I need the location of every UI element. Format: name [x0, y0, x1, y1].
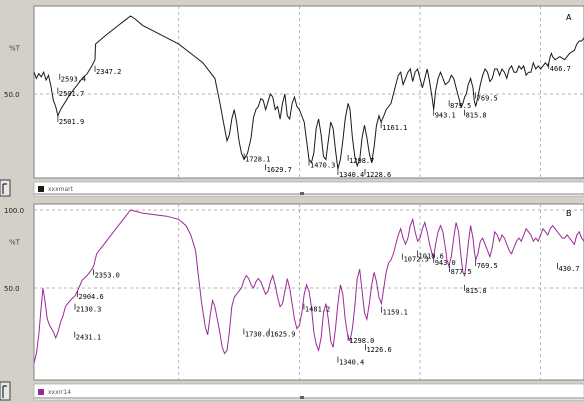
- y-axis-label: %T: [9, 44, 21, 52]
- panel-tag: B: [566, 209, 572, 218]
- legend-swatch: [38, 186, 44, 192]
- plot-area: [33, 5, 584, 179]
- peak-label: 2501.9: [59, 118, 84, 126]
- scrollbar-thumb[interactable]: [300, 396, 304, 399]
- legend-label: xxxmart: [48, 186, 74, 193]
- peak-label: 2130.3: [76, 306, 101, 314]
- peak-label: 1298.7: [349, 157, 374, 165]
- peak-label: 2593.4: [61, 76, 86, 84]
- peak-label: 877.5: [451, 268, 472, 276]
- spectrum-panel-a: 50.0%T2000.01500.01000.0500.01/cm2593.42…: [0, 0, 584, 200]
- peak-label: 1226.6: [366, 346, 391, 354]
- peak-label: 2501.7: [59, 90, 84, 98]
- spectrum-b-chart: 100.050.0%T2000.01500.01000.0500.01/cm24…: [0, 200, 584, 403]
- peak-label: 943.1: [435, 112, 456, 120]
- peak-label: 1625.9: [270, 331, 295, 339]
- peak-label: 1228.6: [366, 171, 391, 179]
- peak-label: 1470.3: [310, 162, 335, 170]
- peak-label: 2347.2: [96, 68, 121, 76]
- panel-side-button[interactable]: [0, 381, 11, 401]
- peak-label: 769.5: [477, 94, 498, 102]
- spectrum-a-chart: 50.0%T2000.01500.01000.0500.01/cm2593.42…: [0, 0, 584, 200]
- peak-label: 769.5: [477, 262, 498, 270]
- legend-strip: [33, 181, 584, 197]
- legend-strip: [33, 383, 584, 401]
- y-tick-label: 100.0: [4, 207, 24, 215]
- spectrum-line: [33, 209, 584, 364]
- spectrum-line: [33, 15, 584, 170]
- peak-label: 1481.2: [305, 306, 330, 314]
- spectrum-panel-b: 100.050.0%T2000.01500.01000.0500.01/cm24…: [0, 200, 584, 403]
- peak-label: 1728.1: [245, 155, 270, 163]
- legend-label: xxxrr14: [48, 389, 71, 396]
- peak-label: 1010.6: [419, 253, 444, 261]
- peak-label: 815.8: [466, 287, 487, 295]
- peak-label: 430.7: [558, 265, 579, 273]
- peak-label: 2431.1: [76, 334, 101, 342]
- peak-label: 815.8: [466, 112, 487, 120]
- peak-label: 466.7: [550, 65, 571, 73]
- peak-label: 943.0: [435, 259, 456, 267]
- peak-label: 1629.7: [267, 166, 292, 174]
- peak-label: 879.5: [450, 102, 471, 110]
- peak-label: 2353.0: [95, 271, 120, 279]
- peak-label: 1340.4: [339, 171, 364, 179]
- peak-label: 1072.3: [404, 256, 429, 264]
- scrollbar-thumb[interactable]: [300, 192, 304, 195]
- legend-swatch: [38, 389, 44, 395]
- peak-label: 1159.1: [383, 309, 408, 317]
- y-tick-label: 50.0: [4, 91, 20, 99]
- y-tick-label: 50.0: [4, 285, 20, 293]
- panel-side-button[interactable]: [0, 179, 11, 197]
- y-axis-label: %T: [9, 238, 21, 246]
- peak-label: 1340.4: [339, 359, 364, 367]
- panel-tag: A: [566, 13, 572, 22]
- peak-label: 2904.6: [78, 293, 103, 301]
- peak-label: 1161.1: [382, 124, 407, 132]
- peak-label: 1298.0: [349, 337, 374, 345]
- peak-label: 1730.0: [245, 331, 270, 339]
